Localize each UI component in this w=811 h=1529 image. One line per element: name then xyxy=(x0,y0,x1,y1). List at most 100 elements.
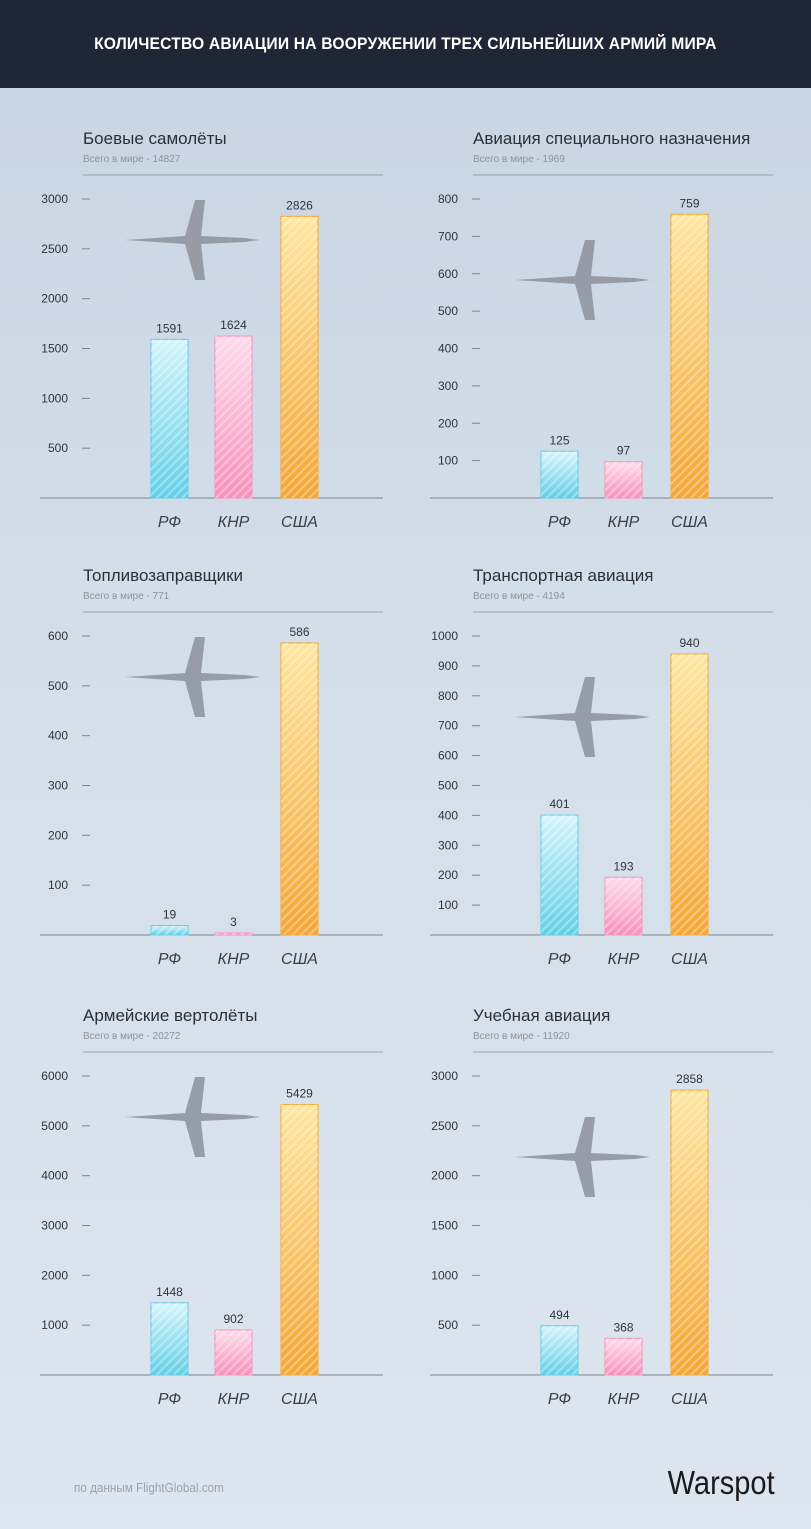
bar-value-label: 2826 xyxy=(286,198,313,212)
category-label: РФ xyxy=(158,514,181,531)
chart-panel: Транспортная авиация Всего в мире - 4194 1… xyxy=(430,566,773,968)
bar-value-label: 5429 xyxy=(286,1086,313,1100)
y-tick-label: 1000 xyxy=(431,1268,458,1282)
y-tick-label: 3000 xyxy=(41,1219,68,1233)
page-title: КОЛИЧЕСТВО АВИАЦИИ НА ВООРУЖЕНИИ ТРЕХ СИ… xyxy=(94,34,717,53)
bar-texture xyxy=(605,461,642,498)
y-tick-label: 600 xyxy=(48,629,68,643)
bar-texture xyxy=(541,815,578,935)
y-tick-label: 200 xyxy=(48,828,68,842)
category-label: РФ xyxy=(158,951,181,968)
y-tick-label: 2500 xyxy=(41,242,68,256)
bar-texture xyxy=(151,339,188,498)
y-tick-label: 600 xyxy=(438,267,458,281)
y-tick-label: 4000 xyxy=(41,1169,68,1183)
chart-subtitle: Всего в мире - 14827 xyxy=(83,154,181,165)
y-tick-label: 3000 xyxy=(41,192,68,206)
bar-texture xyxy=(605,1338,642,1375)
y-tick-label: 800 xyxy=(438,689,458,703)
y-tick-label: 1500 xyxy=(41,342,68,356)
chart-title: Топливозаправщики xyxy=(83,566,243,585)
chart-subtitle: Всего в мире - 20272 xyxy=(83,1031,181,1042)
header-bar: КОЛИЧЕСТВО АВИАЦИИ НА ВООРУЖЕНИИ ТРЕХ СИ… xyxy=(0,0,811,88)
y-tick-label: 700 xyxy=(438,719,458,733)
y-tick-label: 2500 xyxy=(431,1119,458,1133)
y-tick-label: 900 xyxy=(438,659,458,673)
y-tick-label: 500 xyxy=(48,441,68,455)
chart-panel: Боевые самолёты Всего в мире - 14827 500 10… xyxy=(40,129,383,531)
bar-texture xyxy=(151,925,188,935)
bar-value-label: 494 xyxy=(549,1308,569,1322)
bar-value-label: 1448 xyxy=(156,1285,183,1299)
y-tick-label: 300 xyxy=(48,779,68,793)
bar-texture xyxy=(605,877,642,935)
chart-subtitle: Всего в мире - 11920 xyxy=(473,1031,570,1042)
category-label: США xyxy=(671,951,708,968)
category-label: РФ xyxy=(548,951,571,968)
bar-value-label: 193 xyxy=(613,859,633,873)
y-tick-label: 400 xyxy=(438,342,458,356)
y-tick-label: 1000 xyxy=(41,391,68,405)
category-label: США xyxy=(671,1391,708,1408)
y-tick-label: 1000 xyxy=(41,1318,68,1332)
category-label: США xyxy=(281,1391,318,1408)
bar-value-label: 902 xyxy=(223,1312,243,1326)
bar-texture xyxy=(215,933,252,935)
y-tick-label: 2000 xyxy=(41,1268,68,1282)
bar-value-label: 401 xyxy=(549,797,569,811)
y-tick-label: 300 xyxy=(438,379,458,393)
bar-texture xyxy=(215,1330,252,1375)
trainer-jet-icon xyxy=(515,1117,650,1197)
category-label: США xyxy=(281,514,318,531)
y-tick-label: 1000 xyxy=(431,629,458,643)
chart-title: Армейские вертолёты xyxy=(83,1006,257,1025)
category-label: РФ xyxy=(548,1391,571,1408)
bar-value-label: 940 xyxy=(679,636,699,650)
y-tick-label: 1500 xyxy=(431,1219,458,1233)
chart-panel: Авиация специального назначения Всего в м… xyxy=(430,129,773,531)
chart-subtitle: Всего в мире - 4194 xyxy=(473,591,565,602)
y-tick-label: 2000 xyxy=(431,1169,458,1183)
y-tick-label: 500 xyxy=(48,679,68,693)
y-tick-label: 600 xyxy=(438,749,458,763)
category-label: США xyxy=(671,514,708,531)
category-label: КНР xyxy=(608,514,640,531)
bar-texture xyxy=(215,336,252,498)
chart-title: Транспортная авиация xyxy=(473,566,653,585)
source-note: по данным FlightGlobal.com xyxy=(74,1480,224,1495)
category-label: США xyxy=(281,951,318,968)
bar-texture xyxy=(541,1325,578,1375)
y-tick-label: 100 xyxy=(438,898,458,912)
category-label: КНР xyxy=(608,1391,640,1408)
transport-plane-icon xyxy=(515,677,650,757)
y-tick-label: 400 xyxy=(438,808,458,822)
bar-texture xyxy=(281,642,318,935)
y-tick-label: 6000 xyxy=(41,1069,68,1083)
tanker-plane-icon xyxy=(125,637,260,717)
y-tick-label: 500 xyxy=(438,1318,458,1332)
y-tick-label: 200 xyxy=(438,416,458,430)
bar-value-label: 19 xyxy=(163,908,177,922)
helicopter-icon xyxy=(125,1077,260,1157)
y-tick-label: 500 xyxy=(438,304,458,318)
bar-value-label: 1591 xyxy=(156,321,183,335)
bar-texture xyxy=(151,1302,188,1375)
y-tick-label: 100 xyxy=(438,454,458,468)
chart-panel: Топливозаправщики Всего в мире - 771 100 20… xyxy=(40,566,383,968)
y-tick-label: 200 xyxy=(438,868,458,882)
bar-texture xyxy=(281,1104,318,1375)
bar-texture xyxy=(671,214,708,498)
chart-title: Авиация специального назначения xyxy=(473,129,750,148)
y-tick-label: 700 xyxy=(438,229,458,243)
category-label: КНР xyxy=(218,951,250,968)
chart-title: Боевые самолёты xyxy=(83,129,227,148)
bar-value-label: 1624 xyxy=(220,318,247,332)
y-tick-label: 300 xyxy=(438,838,458,852)
y-tick-label: 100 xyxy=(48,878,68,892)
category-label: РФ xyxy=(548,514,571,531)
y-tick-label: 800 xyxy=(438,192,458,206)
awacs-plane-icon xyxy=(515,240,650,320)
bar-value-label: 125 xyxy=(549,433,569,447)
brand-logo: Warspot xyxy=(667,1464,775,1501)
bar-value-label: 2858 xyxy=(676,1072,703,1086)
